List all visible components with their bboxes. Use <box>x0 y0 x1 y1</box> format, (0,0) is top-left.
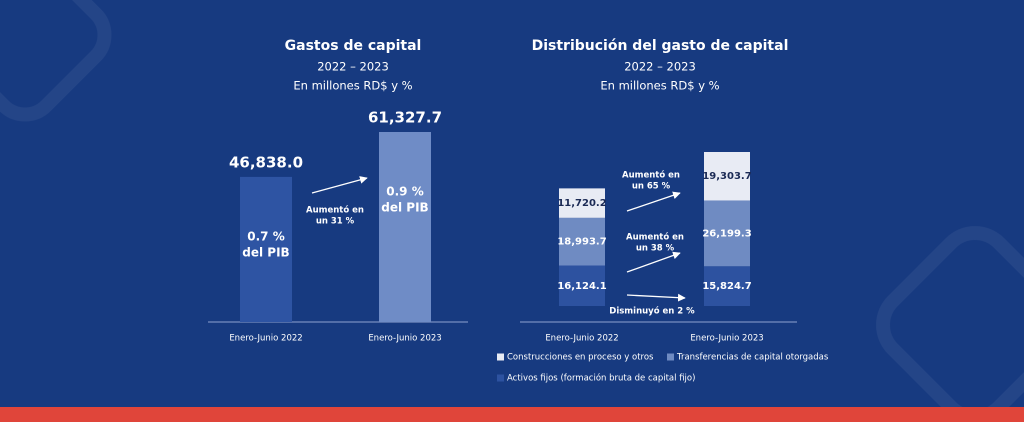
annotation: un 38 % <box>636 244 675 254</box>
legend-swatch <box>497 374 504 382</box>
segment-label: 11,720.2 <box>557 198 606 209</box>
bar <box>379 132 431 322</box>
bar-label: del PIB <box>242 245 289 259</box>
segment-label: 15,824.7 <box>702 281 751 292</box>
x-tick-label: Enero-Junio 2022 <box>545 334 618 344</box>
value-label: 61,327.7 <box>368 109 442 127</box>
segment-label: 19,303.7 <box>702 171 751 182</box>
annotation: Aumentó en <box>306 205 364 216</box>
legend-label: Transferencias de capital otorgadas <box>676 353 829 363</box>
bar-label: 0.7 % <box>247 229 284 243</box>
legend-label: Construcciones en proceso y otros <box>507 353 654 363</box>
annotation: Disminuyó en 2 % <box>609 306 695 317</box>
chart-unit: En millones RD$ y % <box>600 79 719 93</box>
bar-segment <box>704 152 750 201</box>
bar <box>240 176 292 322</box>
x-tick-label: Enero-Junio 2023 <box>368 334 441 344</box>
bar-segment <box>704 200 750 267</box>
annotation: Aumentó en <box>622 170 680 181</box>
legend-swatch <box>667 353 674 361</box>
bar-segment <box>559 188 605 218</box>
bar-segment <box>704 266 750 306</box>
chart-subtitle: 2022 – 2023 <box>624 60 696 74</box>
value-label: 46,838.0 <box>229 153 303 171</box>
chart-title: Gastos de capital <box>285 38 422 54</box>
annotation: un 65 % <box>632 182 671 192</box>
bar-label: 0.9 % <box>386 185 423 199</box>
bar-label: del PIB <box>381 201 428 215</box>
chart-unit: En millones RD$ y % <box>293 79 412 93</box>
bar-segment <box>559 217 605 266</box>
segment-label: 26,199.3 <box>702 228 751 239</box>
chart-title: Distribución del gasto de capital <box>532 38 789 54</box>
annotation: un 31 % <box>316 217 355 227</box>
arrows <box>311 176 686 302</box>
annotation: Aumentó en <box>626 232 684 243</box>
legend-label: Activos fijos (formación bruta de capita… <box>507 373 695 384</box>
x-tick-label: Enero-Junio 2022 <box>229 334 302 344</box>
bar-segment <box>559 265 605 306</box>
legend-swatch <box>497 353 504 361</box>
segment-label: 16,124.1 <box>557 281 606 292</box>
x-tick-label: Enero-Junio 2023 <box>690 334 763 344</box>
chart-subtitle: 2022 – 2023 <box>317 60 389 74</box>
segment-label: 18,993.7 <box>557 237 606 248</box>
footer-stripe <box>0 407 1024 422</box>
